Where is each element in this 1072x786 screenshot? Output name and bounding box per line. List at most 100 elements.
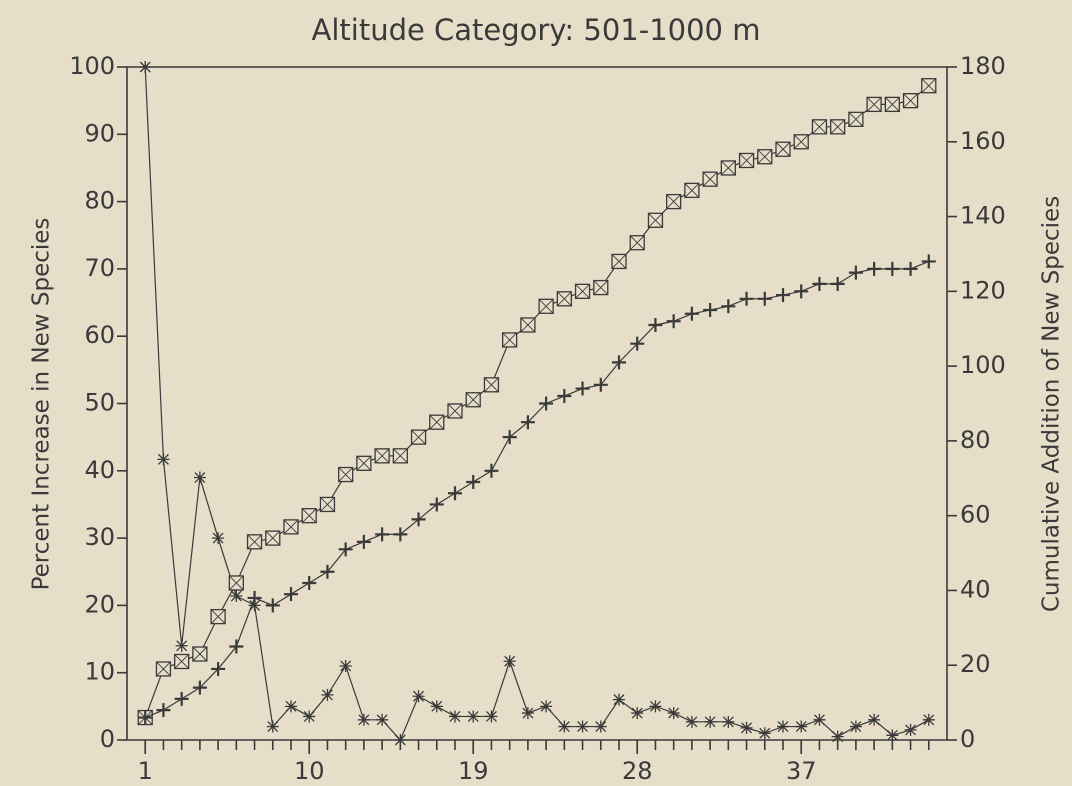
square-cross [538,298,554,314]
square-cross [156,661,171,677]
y2-tick-label: 60 [960,501,991,529]
point [684,306,699,321]
plus-stroke [411,512,426,527]
plus-stroke [830,276,845,291]
point [576,720,589,733]
plus-stroke [520,415,535,430]
point [812,276,827,291]
square-cross [921,78,937,94]
star-stroke [193,471,206,484]
plus-stroke [885,261,900,276]
star-stroke [248,599,261,612]
plus-stroke [703,303,718,318]
star-stroke [795,720,808,733]
point [265,530,281,546]
plus-stroke [448,486,462,501]
point [593,279,609,296]
point [884,96,900,113]
plus-stroke [812,276,827,291]
y-tick-label: 100 [69,52,115,80]
square-cross [393,448,408,464]
point [248,599,261,612]
point [484,463,499,478]
star-stroke [831,730,844,743]
point [831,730,844,743]
star-stroke [540,700,553,713]
point [886,729,899,742]
star-stroke [886,729,899,742]
point [502,332,518,348]
star-stroke [449,710,461,723]
square-cross [192,646,208,662]
plus-stroke [375,527,390,542]
point [430,700,443,713]
point [830,119,846,135]
point [193,471,206,484]
square-cross [866,97,882,112]
point [540,700,553,713]
y2-axis-label: Cumulative Addition of New Species [1039,196,1065,612]
plus-stroke [466,475,481,490]
square-cross [885,97,900,112]
point [738,152,755,169]
plus-stroke [265,598,280,613]
star-stroke [212,532,225,545]
star-stroke [285,700,297,713]
star-stroke [613,693,625,706]
point [301,508,317,524]
plus-stroke [630,336,645,351]
point [813,713,826,726]
point [192,680,207,695]
point [447,403,463,419]
plus-stroke [776,288,790,303]
point [685,715,698,728]
point [684,182,700,199]
star-stroke [157,453,170,466]
point [520,317,536,333]
point [265,598,280,613]
y2-tick-label: 80 [960,426,991,454]
square-cross [210,609,226,624]
star-stroke [376,713,389,726]
plus-stroke [484,463,499,478]
point [885,261,900,276]
star-stroke [667,707,680,720]
point [394,734,407,746]
point [502,430,517,445]
point [776,288,790,303]
star-stroke [594,720,607,733]
point [811,119,828,135]
point [520,415,535,430]
point [483,377,500,393]
point [575,381,590,396]
y-tick-label: 30 [84,523,115,551]
point [466,475,481,490]
plus-stroke [903,261,918,276]
point [795,720,808,733]
square-cross [903,93,918,108]
plus-stroke [211,661,226,676]
square-cross [793,134,809,150]
point [266,720,279,733]
square-cross [812,119,827,135]
star-stroke [704,715,717,728]
point [412,690,425,703]
point [465,392,481,408]
square-cross [557,291,572,307]
plus-stroke [302,575,317,590]
y-tick-label: 10 [84,658,115,686]
y-tick-label: 80 [84,187,115,215]
point [538,298,554,314]
x-tick-label: 28 [622,757,653,785]
point [557,389,572,404]
point [212,532,225,545]
star-stroke [357,713,370,726]
plus-stroke [429,497,444,512]
point [921,78,937,94]
plus-stroke [867,261,882,276]
y-tick-label: 70 [84,254,115,282]
star-stroke [412,690,425,703]
square-cross [593,280,609,295]
plus-stroke [156,703,171,718]
square-cross [830,119,845,135]
